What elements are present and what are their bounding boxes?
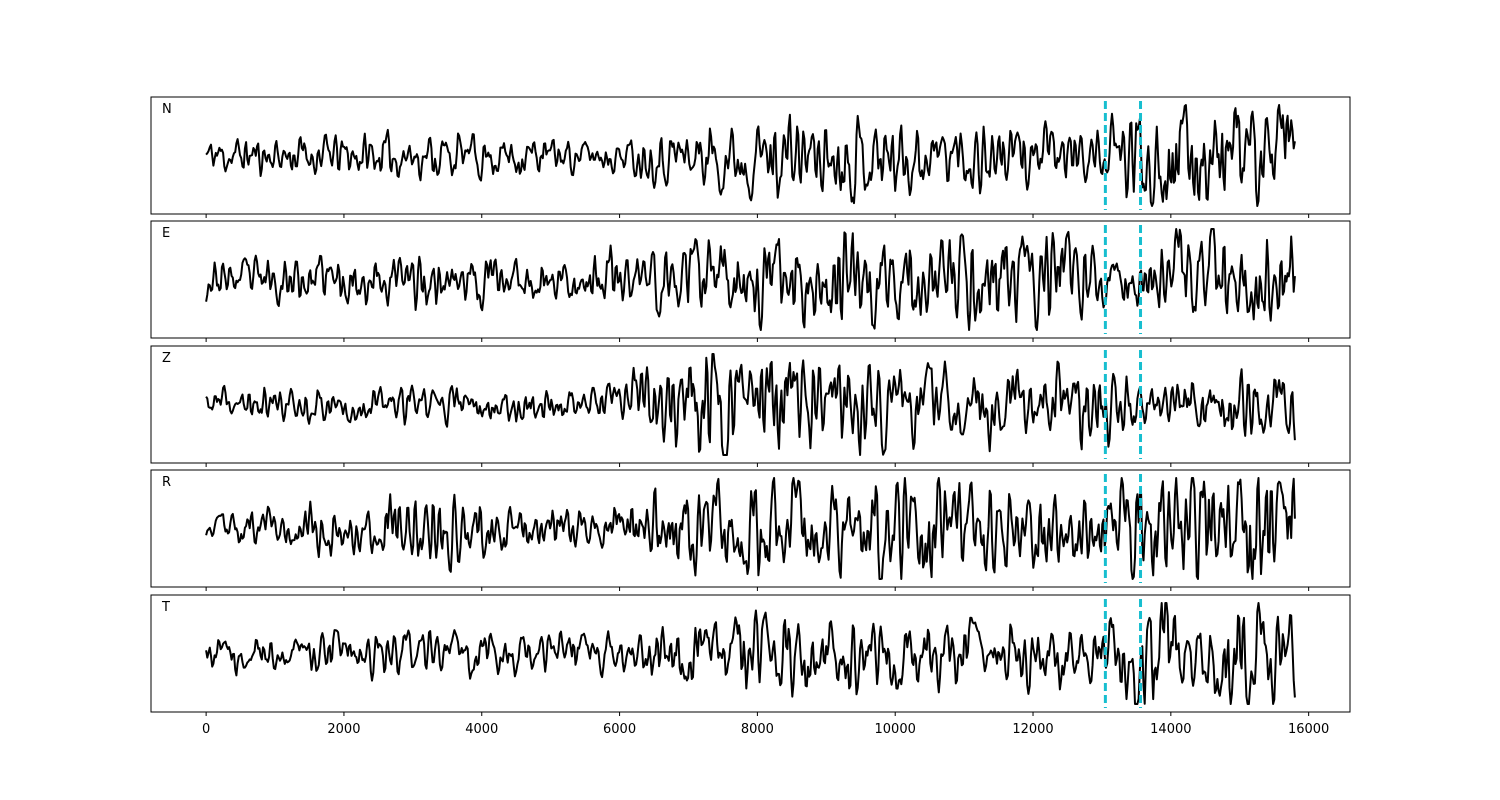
x-tick-label: 0 (202, 722, 210, 737)
axes-frame-r (150, 469, 1351, 588)
x-tick-label: 6000 (603, 722, 636, 737)
panel-label-e: E (162, 226, 170, 241)
axes-frame-e (150, 220, 1351, 339)
trace-e (205, 228, 1296, 331)
panel-label-z: Z (162, 351, 171, 366)
x-tick-label: 8000 (741, 722, 774, 737)
panel-t: T (150, 594, 1351, 716)
x-tick-label: 10000 (875, 722, 916, 737)
x-tick-label: 14000 (1150, 722, 1191, 737)
panel-label-r: R (162, 475, 171, 490)
x-tick-label: 2000 (327, 722, 360, 737)
x-tick-label: 16000 (1288, 722, 1329, 737)
panel-label-t: T (161, 600, 170, 615)
trace-t (205, 602, 1296, 705)
x-tick-label: 12000 (1012, 722, 1053, 737)
x-tick-label: 4000 (465, 722, 498, 737)
trace-r (205, 477, 1296, 580)
panel-r: R (150, 469, 1351, 591)
panels-group: N E Z R T (150, 96, 1351, 716)
panel-label-n: N (162, 102, 172, 117)
trace-z (205, 353, 1296, 456)
panel-n: N (150, 96, 1351, 218)
axes-frame-z (150, 345, 1351, 464)
axes-frame-n (150, 96, 1351, 215)
panel-e: E (150, 220, 1351, 342)
trace-n (205, 104, 1296, 207)
panel-z: Z (150, 345, 1351, 467)
axes-frame-t (150, 594, 1351, 713)
x-axis: 0 2000 4000 6000 8000 10000 12000 14000 16000 (202, 722, 1329, 737)
